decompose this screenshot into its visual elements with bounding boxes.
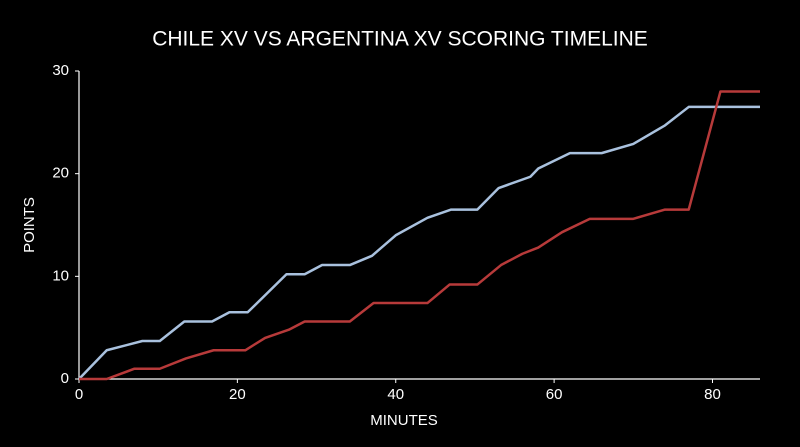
chart-title: CHILE XV VS ARGENTINA XV SCORING TIMELIN… xyxy=(152,28,648,51)
x-tick-label: 60 xyxy=(546,386,563,403)
series-line xyxy=(79,90,760,381)
series-line xyxy=(78,105,760,380)
y-tick-label: 0 xyxy=(61,370,69,387)
x-tick-label: 80 xyxy=(704,386,721,403)
y-tick-label: 30 xyxy=(52,62,69,79)
x-tick-label: 0 xyxy=(75,386,83,403)
x-tick-label: 40 xyxy=(387,386,404,403)
y-axis-label: POINTS xyxy=(21,197,38,253)
x-tick-label: 20 xyxy=(229,386,246,403)
x-axis-label: MINUTES xyxy=(370,412,438,429)
y-tick-label: 10 xyxy=(52,267,69,284)
y-tick-label: 20 xyxy=(52,165,69,182)
